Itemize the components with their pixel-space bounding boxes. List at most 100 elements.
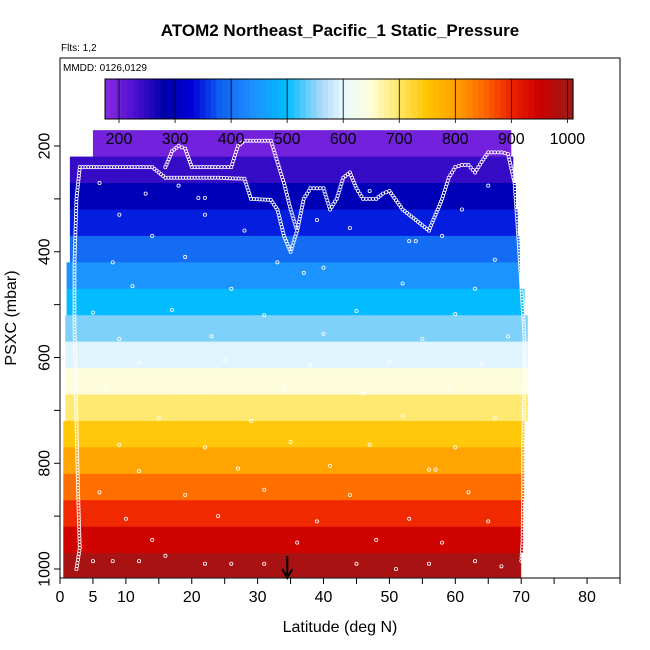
colorbar-cell <box>283 79 290 119</box>
sample-point <box>374 537 379 542</box>
sample-point <box>308 363 313 368</box>
colorbar-cell <box>478 79 485 119</box>
sample-point <box>97 181 102 186</box>
sample-point <box>459 207 464 212</box>
sample-point <box>407 239 412 244</box>
colorbar-cell <box>339 79 346 119</box>
heatmap-band <box>92 130 512 158</box>
sample-point <box>505 334 510 339</box>
flight-track-point <box>294 225 299 230</box>
x-axis: 0 5 10 20 30 40 50 60 70 80 <box>56 578 621 606</box>
sample-point <box>202 195 207 200</box>
colorbar-cell <box>522 79 530 119</box>
colorbar-cell <box>166 79 173 119</box>
colorbar-cell <box>545 79 552 119</box>
sample-point <box>288 440 293 445</box>
colorbar-cell <box>495 79 502 119</box>
sample-point <box>426 561 431 566</box>
sample-point <box>347 225 352 230</box>
y-axis-label: PSXC (mbar) <box>3 270 20 365</box>
sample-point <box>420 336 425 341</box>
heatmap-band <box>63 526 524 554</box>
heatmap-band <box>65 394 528 422</box>
colorbar-cell <box>316 79 323 119</box>
sample-point <box>137 469 142 474</box>
flight-track-point <box>468 165 473 170</box>
sample-point <box>440 233 445 238</box>
colorbar-cell <box>567 79 574 119</box>
chart-title: ATOM2 Northeast_Pacific_1 Static_Pressur… <box>161 21 519 40</box>
sample-point <box>117 212 122 217</box>
sample-point <box>453 312 458 317</box>
sample-point <box>407 516 412 521</box>
colorbar-cell <box>550 79 557 119</box>
sample-point <box>387 359 392 364</box>
colorbar-cell <box>489 79 496 119</box>
sample-point <box>446 387 451 392</box>
flight-track-point <box>380 191 385 196</box>
sample-point <box>499 564 504 569</box>
colorbar-cell <box>300 79 307 119</box>
sample-point <box>90 559 95 564</box>
colorbar-cell <box>433 79 440 119</box>
heatmap-band <box>63 500 524 528</box>
sample-point <box>321 331 326 336</box>
colorbar-cell <box>422 79 429 119</box>
colorbar-cell <box>361 79 368 119</box>
colorbar-cell <box>528 79 535 119</box>
colorbar-cell <box>389 79 396 119</box>
colorbar-cell <box>305 79 312 119</box>
colorbar-cell <box>355 79 362 119</box>
heatmap-band <box>65 341 528 369</box>
colorbar-cell <box>417 79 424 119</box>
colorbar-cell <box>160 79 167 119</box>
heatmap-band <box>63 447 525 475</box>
sample-point <box>492 416 497 421</box>
sample-point <box>466 490 471 495</box>
sample-point <box>97 490 102 495</box>
colorbar-cell <box>249 79 257 119</box>
colorbar-cell <box>277 79 284 119</box>
y-tick-label: 400 <box>37 238 54 265</box>
sample-point <box>473 286 478 291</box>
sample-point <box>486 519 491 524</box>
colorbar-cell <box>205 79 212 119</box>
heatmap-band <box>65 315 528 343</box>
x-tick-label: 80 <box>578 589 596 606</box>
sample-point <box>440 540 445 545</box>
sample-point <box>156 416 161 421</box>
heatmap-band <box>63 420 525 448</box>
sample-point <box>117 442 122 447</box>
x-axis-label: Latitude (deg N) <box>283 619 398 636</box>
sample-point <box>367 188 372 193</box>
heatmap-band <box>63 553 522 578</box>
colorbar-cell <box>450 79 457 119</box>
sample-point <box>169 307 174 312</box>
colorbar-tick-label: 300 <box>162 131 189 148</box>
colorbar-cell <box>444 79 452 119</box>
colorbar-cell <box>177 79 184 119</box>
flight-track-point <box>466 163 471 168</box>
colorbar-tick-label: 900 <box>498 131 525 148</box>
colorbar-tick-label: 1000 <box>550 131 586 148</box>
colorbar-cell <box>327 79 335 119</box>
colorbar-cell <box>517 79 524 119</box>
x-tick-label: 40 <box>315 589 333 606</box>
colorbar-frame <box>104 78 574 120</box>
colorbar-cell <box>216 79 223 119</box>
sample-point <box>400 413 405 418</box>
sample-point <box>183 255 188 260</box>
heatmap-band <box>66 262 520 290</box>
sample-point <box>123 516 128 521</box>
sample-point <box>295 540 300 545</box>
colorbar-cell <box>383 79 390 119</box>
colorbar-cell <box>255 79 262 119</box>
sample-point <box>189 389 194 394</box>
colorbar-cell <box>333 79 340 119</box>
x-tick-label: 30 <box>249 589 267 606</box>
colorbar-cell <box>105 79 112 119</box>
colorbar-cell <box>288 79 296 119</box>
x-tick-label: 10 <box>117 589 135 606</box>
y-tick-label: 800 <box>37 450 54 477</box>
flight-track-point <box>519 558 524 563</box>
